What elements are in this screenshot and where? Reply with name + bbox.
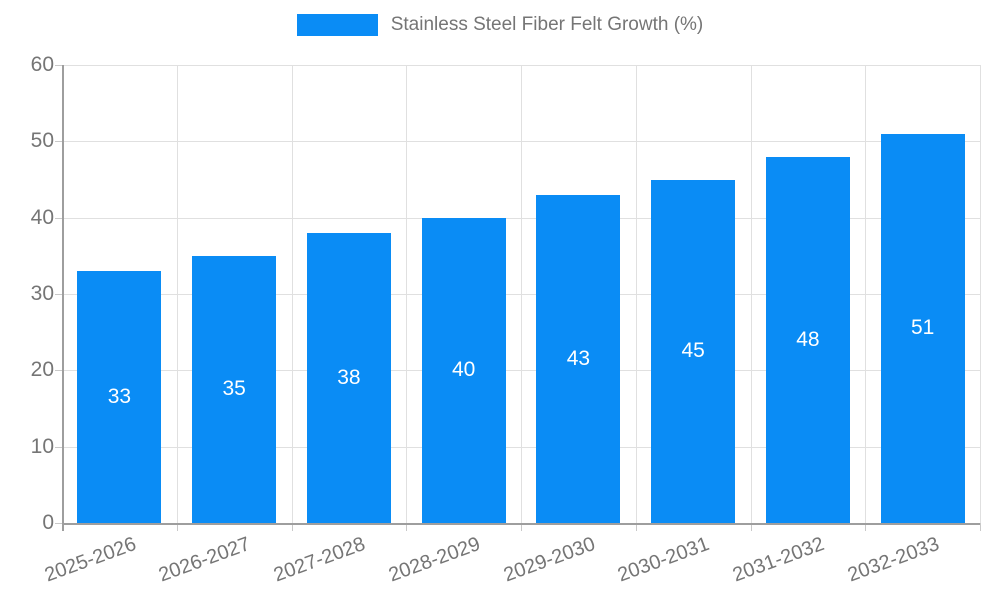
bar[interactable]: [536, 194, 621, 523]
bar-value-label: 48: [796, 327, 820, 351]
bar-value-label: 40: [451, 358, 476, 382]
gridline-vertical: [865, 65, 867, 523]
x-axis-tick: [521, 523, 522, 531]
gridline-vertical: [635, 65, 637, 523]
y-axis-tick: [55, 141, 62, 143]
x-axis-category-label: 2027-2028: [270, 533, 369, 587]
bar[interactable]: [651, 179, 736, 523]
bar[interactable]: [306, 232, 391, 523]
y-axis-tick-label: 50: [30, 129, 54, 153]
x-axis-tick: [865, 523, 867, 531]
bar[interactable]: [192, 255, 277, 523]
bar-value-label: 45: [681, 339, 705, 363]
x-axis-tick: [176, 523, 178, 531]
y-axis-tick-label: 30: [30, 282, 54, 305]
bar[interactable]: [77, 271, 162, 523]
y-axis-tick: [55, 370, 62, 372]
bar-value-label: 35: [222, 377, 246, 401]
y-axis-tick-label: 0: [42, 511, 54, 534]
y-axis-tick-label: 60: [30, 53, 54, 76]
y-axis-tick: [55, 523, 62, 524]
bar[interactable]: [880, 133, 965, 523]
legend-swatch: [296, 14, 378, 36]
x-axis-category-label: 2030-2031: [615, 533, 713, 587]
y-axis-line: [62, 65, 64, 531]
x-axis-tick: [291, 523, 293, 531]
x-axis-tick: [750, 523, 752, 531]
x-axis-tick: [635, 523, 637, 531]
gridline-vertical: [750, 65, 752, 523]
y-axis-tick: [55, 446, 62, 448]
gridline-vertical: [980, 65, 981, 523]
x-axis-category-label: 2032-2033: [844, 533, 943, 587]
x-axis-tick: [980, 523, 981, 531]
y-axis-tick-label: 20: [30, 358, 54, 382]
x-axis-category-label: 2025-2026: [41, 533, 139, 587]
y-axis-tick: [55, 65, 62, 66]
bar[interactable]: [421, 217, 506, 523]
legend-label: Stainless Steel Fiber Felt Growth (%): [390, 14, 704, 35]
bar-value-label: 51: [910, 316, 935, 340]
x-axis-line: [62, 523, 980, 525]
y-axis-tick: [55, 217, 62, 219]
x-axis-category-label: 2029-2030: [500, 533, 598, 587]
y-axis-tick-label: 10: [30, 434, 54, 458]
bar[interactable]: [765, 156, 850, 523]
y-axis-tick-label: 40: [30, 205, 54, 229]
x-axis-category-label: 2028-2029: [385, 533, 484, 587]
bar-value-label: 43: [566, 346, 591, 370]
bar-value-label: 38: [337, 365, 361, 389]
gridline-vertical: [291, 65, 293, 523]
x-axis-tick: [406, 523, 408, 531]
bar-value-label: 33: [107, 385, 132, 409]
x-axis-category-label: 2031-2032: [729, 533, 828, 587]
gridline-vertical: [176, 65, 178, 523]
gridline-vertical: [406, 65, 408, 523]
gridline-vertical: [521, 65, 522, 523]
x-axis-category-label: 2026-2027: [156, 533, 254, 587]
legend-item[interactable]: Stainless Steel Fiber Felt Growth (%): [0, 14, 1000, 36]
y-axis-tick: [55, 294, 62, 295]
